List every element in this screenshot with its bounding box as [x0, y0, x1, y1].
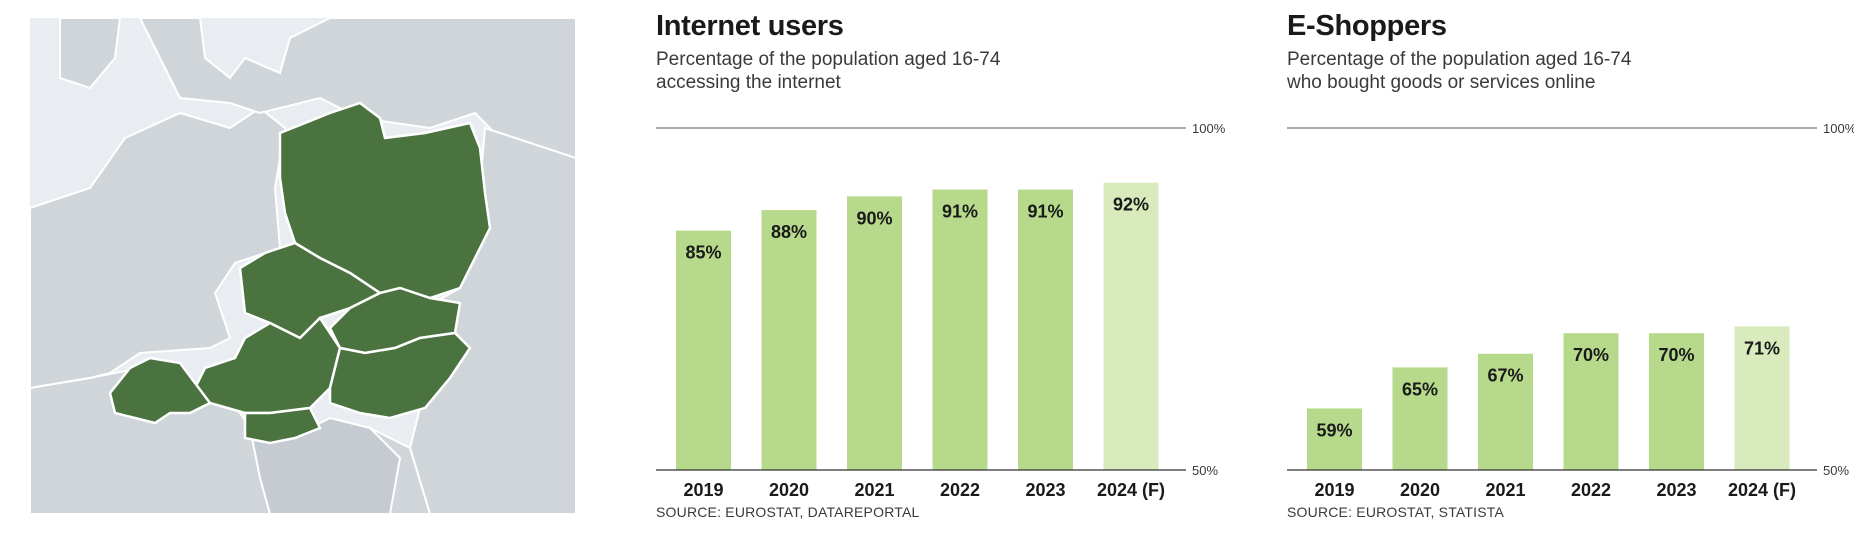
- chart-title: E-Shoppers: [1287, 10, 1447, 42]
- bar-2023: [1649, 333, 1704, 470]
- ref-label-top: 100%: [1192, 121, 1226, 136]
- x-tick-label: 2022: [940, 480, 980, 500]
- bar-value-label: 70%: [1573, 345, 1609, 365]
- ref-label-bottom: 50%: [1823, 463, 1849, 478]
- chart-source: SOURCE: EUROSTAT, STATISTA: [1287, 504, 1505, 520]
- e-shoppers-chart: 100% 59% 2019 65% 2020 67% 2021 70% 2022 70% 2023 7…: [1287, 121, 1854, 500]
- chart-subtitle: Percentage of the population aged 16-74 …: [656, 48, 1216, 94]
- bar-2024-f-: [1103, 182, 1159, 470]
- bar-2021: [847, 196, 902, 470]
- chart-subtitle: Percentage of the population aged 16-74 …: [1287, 48, 1847, 94]
- bar-2019: [1307, 408, 1362, 470]
- bar-value-label: 67%: [1487, 366, 1523, 386]
- bar-value-label: 71%: [1744, 338, 1780, 358]
- internet-users-chart: 100% 85% 2019 88% 2020 90% 2021 91% 2022 91% 2023 9…: [656, 121, 1226, 500]
- map-country-switzerland: [108, 356, 212, 425]
- bar-2023: [1018, 189, 1073, 470]
- bar-value-label: 70%: [1658, 345, 1694, 365]
- bar-value-label: 92%: [1113, 195, 1149, 215]
- map-country-slovenia: [243, 406, 322, 445]
- e-shoppers-panel: E-Shoppers Percentage of the population …: [1287, 8, 1854, 538]
- map-land-scandinavia: [59, 18, 122, 90]
- central-europe-map: [30, 18, 576, 514]
- bar-2022: [1563, 333, 1619, 470]
- bar-2020: [1392, 367, 1448, 470]
- bar-value-label: 90%: [856, 208, 892, 228]
- ref-label-top: 100%: [1823, 121, 1854, 136]
- x-tick-label: 2021: [1485, 480, 1525, 500]
- map-country-hungary: [328, 331, 472, 420]
- bar-value-label: 65%: [1402, 379, 1438, 399]
- chart-source: SOURCE: EUROSTAT, DATAREPORTAL: [656, 504, 920, 520]
- bar-2020: [761, 210, 817, 470]
- bar-value-label: 88%: [771, 222, 807, 242]
- bar-2022: [932, 189, 988, 470]
- x-tick-label: 2024 (F): [1728, 480, 1796, 500]
- bar-value-label: 91%: [942, 202, 978, 222]
- bar-value-label: 59%: [1316, 420, 1352, 440]
- chart-subtitle-line1: Percentage of the population aged 16-74: [656, 49, 1001, 70]
- x-tick-label: 2024 (F): [1097, 480, 1165, 500]
- bar-value-label: 91%: [1027, 202, 1063, 222]
- x-tick-label: 2023: [1025, 480, 1065, 500]
- chart-title: Internet users: [656, 10, 844, 42]
- x-tick-label: 2023: [1656, 480, 1696, 500]
- bar-2024-f-: [1734, 326, 1790, 470]
- x-tick-label: 2019: [683, 480, 723, 500]
- x-tick-label: 2020: [1400, 480, 1440, 500]
- x-tick-label: 2021: [854, 480, 894, 500]
- x-tick-label: 2019: [1314, 480, 1354, 500]
- x-tick-label: 2022: [1571, 480, 1611, 500]
- chart-subtitle-line1: Percentage of the population aged 16-74: [1287, 49, 1632, 70]
- bar-2021: [1478, 353, 1533, 470]
- chart-subtitle-line2: accessing the internet: [656, 72, 841, 93]
- internet-users-panel: Internet users Percentage of the populat…: [656, 8, 1276, 538]
- bar-2019: [676, 230, 731, 470]
- bar-value-label: 85%: [685, 243, 721, 263]
- x-tick-label: 2020: [769, 480, 809, 500]
- map-land-north: [138, 18, 576, 160]
- chart-subtitle-line2: who bought goods or services online: [1287, 72, 1596, 93]
- ref-label-bottom: 50%: [1192, 463, 1218, 478]
